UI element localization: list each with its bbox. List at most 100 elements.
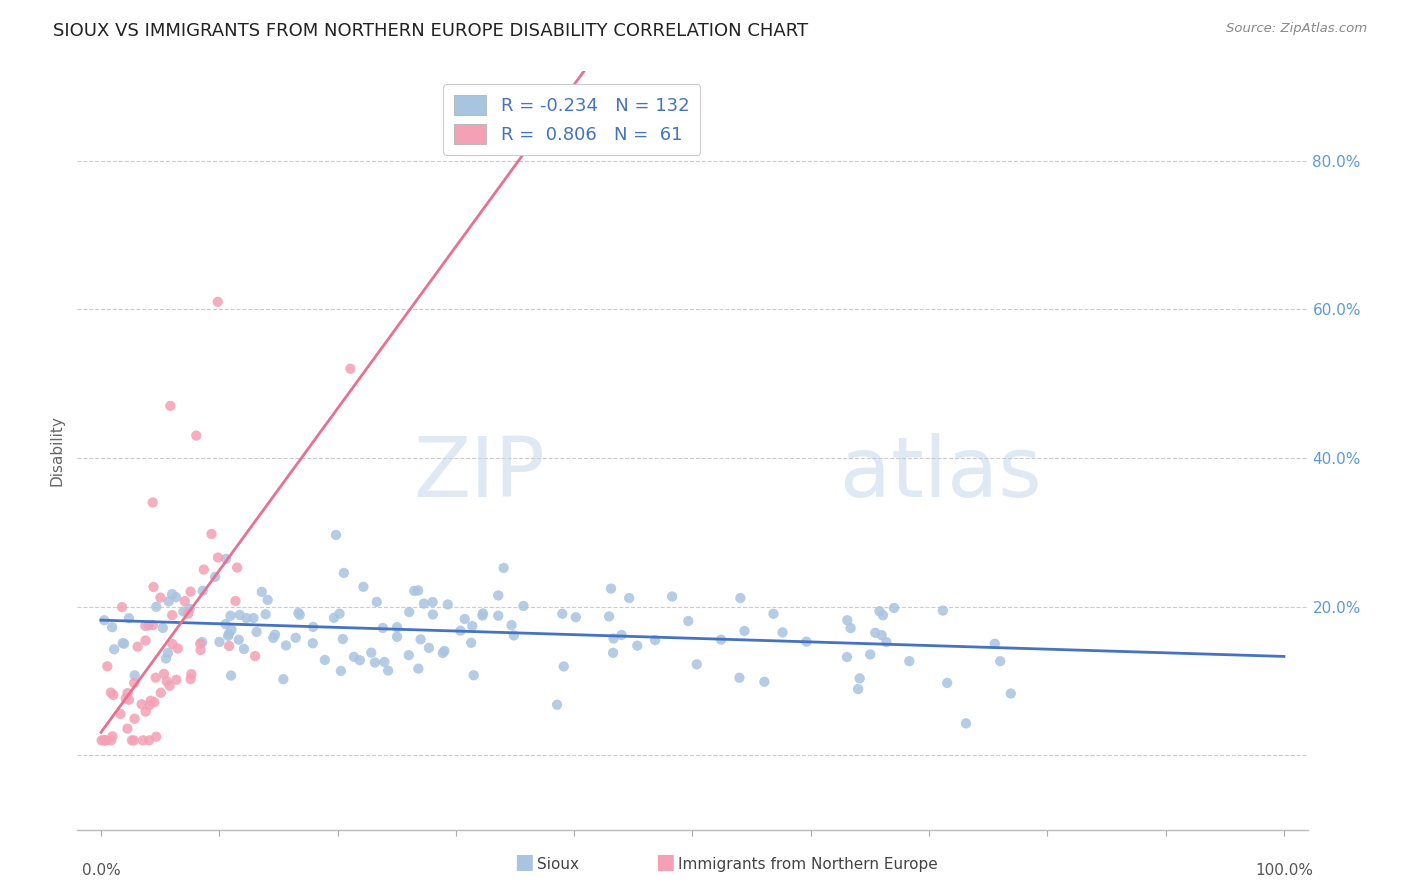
Point: [221, 623, 243, 637]
Point: [208, 635, 231, 649]
Point: [142, 580, 165, 594]
Point: [471, 608, 494, 623]
Point: [112, 637, 135, 651]
Point: [512, 599, 534, 613]
Point: [138, 618, 160, 632]
Point: [408, 662, 430, 676]
Point: [366, 595, 388, 609]
Point: [124, 668, 146, 682]
Point: [139, 694, 162, 708]
Point: [190, 643, 212, 657]
Point: [988, 654, 1011, 668]
Point: [156, 646, 179, 660]
Point: [602, 632, 624, 646]
Point: [404, 583, 426, 598]
Point: [875, 635, 897, 649]
Point: [245, 624, 267, 639]
Point: [180, 672, 202, 686]
Point: [117, 722, 139, 736]
Point: [436, 598, 458, 612]
Point: [870, 628, 893, 642]
Point: [734, 624, 756, 638]
Point: [149, 591, 172, 605]
Point: [565, 610, 588, 624]
Point: [217, 629, 239, 643]
Point: [839, 621, 862, 635]
Point: [398, 648, 420, 662]
Point: [413, 597, 436, 611]
Point: [122, 676, 145, 690]
Point: [172, 605, 194, 619]
Point: [762, 607, 785, 621]
Text: ZIP: ZIP: [413, 433, 546, 514]
Point: [796, 634, 818, 648]
Point: [118, 692, 141, 706]
Point: [398, 605, 420, 619]
Point: [859, 648, 882, 662]
Text: Immigrants from Northern Europe: Immigrants from Northern Europe: [678, 857, 938, 872]
Point: [145, 599, 167, 614]
Point: [273, 672, 295, 686]
Point: [314, 653, 336, 667]
Point: [121, 733, 143, 747]
Point: [932, 604, 955, 618]
Point: [142, 618, 165, 632]
Point: [250, 585, 273, 599]
Point: [1000, 687, 1022, 701]
Point: [463, 668, 485, 682]
Point: [433, 644, 456, 658]
Point: [492, 561, 515, 575]
Point: [159, 679, 181, 693]
Point: [385, 630, 408, 644]
Point: [936, 676, 959, 690]
Point: [219, 608, 242, 623]
Point: [422, 595, 444, 609]
Point: [754, 674, 776, 689]
Point: [661, 590, 683, 604]
Point: [157, 594, 180, 608]
Point: [449, 624, 471, 638]
Point: [153, 666, 176, 681]
Point: [332, 632, 354, 646]
Point: [180, 584, 202, 599]
Point: [100, 733, 122, 747]
Point: [173, 594, 195, 608]
Point: [101, 620, 124, 634]
Point: [204, 570, 226, 584]
Point: [256, 593, 278, 607]
Point: [118, 611, 141, 625]
Point: [228, 632, 250, 647]
Point: [149, 686, 172, 700]
Point: [460, 636, 482, 650]
Text: Source: ZipAtlas.com: Source: ZipAtlas.com: [1226, 22, 1367, 36]
Point: [218, 626, 240, 640]
Point: [898, 654, 921, 668]
Point: [328, 607, 350, 621]
Point: [235, 611, 257, 625]
Point: [100, 685, 122, 699]
Point: [93, 733, 115, 747]
Point: [93, 733, 115, 747]
Point: [472, 607, 495, 621]
Point: [160, 608, 183, 623]
Point: [486, 589, 509, 603]
Point: [131, 698, 153, 712]
Point: [243, 649, 266, 664]
Point: [846, 682, 869, 697]
Point: [96, 659, 118, 673]
Point: [406, 583, 429, 598]
Point: [373, 655, 395, 669]
Point: [686, 657, 709, 672]
Point: [486, 608, 509, 623]
Point: [207, 550, 229, 565]
Point: [138, 733, 160, 747]
Point: [364, 656, 387, 670]
Point: [302, 620, 325, 634]
Point: [409, 632, 432, 647]
Point: [598, 609, 620, 624]
Point: [224, 594, 246, 608]
Point: [207, 294, 229, 309]
Point: [602, 646, 624, 660]
Point: [191, 635, 214, 649]
Point: [360, 646, 382, 660]
